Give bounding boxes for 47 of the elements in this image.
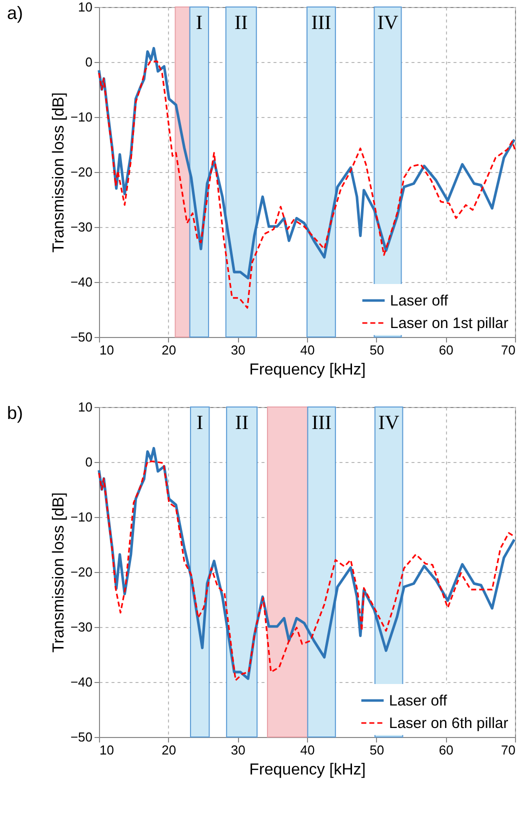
y-tick-label: 0 bbox=[85, 54, 92, 70]
y-tick-label: −30 bbox=[70, 220, 92, 234]
y-tick-label: −10 bbox=[70, 110, 92, 124]
y-tick-label: 0 bbox=[85, 454, 92, 470]
chart-title: a) bbox=[7, 3, 24, 23]
y-tick-label: 10 bbox=[78, 0, 92, 14]
y-tick-label: −50 bbox=[70, 330, 92, 344]
y-tick-label: 10 bbox=[78, 400, 92, 414]
band-label: IV bbox=[378, 412, 400, 434]
band-label: III bbox=[312, 412, 332, 434]
band-label: I bbox=[196, 412, 204, 434]
x-axis-title: Frequency [kHz] bbox=[249, 762, 366, 778]
band-label: II bbox=[234, 12, 248, 34]
x-tick-label: 30 bbox=[230, 342, 246, 358]
x-tick-label: 40 bbox=[300, 742, 315, 758]
band-label: III bbox=[311, 12, 332, 34]
legend-label: Laser on 6th pillar bbox=[389, 715, 508, 732]
line-series bbox=[98, 60, 516, 309]
y-tick-label: −40 bbox=[70, 274, 92, 290]
x-tick-label: 20 bbox=[162, 342, 176, 358]
x-tick-label: 50 bbox=[370, 342, 384, 358]
x-tick-label: 10 bbox=[100, 342, 114, 358]
x-tick-label: 60 bbox=[438, 342, 454, 358]
legend-label: Laser off bbox=[390, 292, 449, 310]
x-tick-label: 40 bbox=[300, 342, 315, 358]
x-tick-label: 50 bbox=[370, 742, 384, 758]
y-tick-label: −20 bbox=[70, 564, 92, 580]
y-tick-label: −40 bbox=[70, 674, 92, 690]
y-axis-title: Transmission loss [dB] bbox=[50, 92, 68, 253]
y-tick-label: −20 bbox=[70, 164, 92, 180]
y-tick-label: −10 bbox=[70, 510, 92, 524]
y-tick-label: −30 bbox=[70, 620, 92, 634]
y-axis-title: Transmission loss [dB] bbox=[50, 492, 68, 653]
x-tick-label: 70 bbox=[501, 742, 516, 758]
y-tick-label: −50 bbox=[70, 730, 92, 744]
band-label: II bbox=[235, 412, 248, 434]
band-label: I bbox=[196, 12, 203, 34]
chart-title: b) bbox=[7, 403, 24, 423]
legend-label: Laser off bbox=[389, 692, 448, 710]
x-tick-label: 30 bbox=[230, 742, 246, 758]
x-tick-label: 10 bbox=[100, 742, 114, 758]
band-label: IV bbox=[377, 12, 399, 34]
x-tick-label: 60 bbox=[438, 742, 454, 758]
legend-label: Laser on 1st pillar bbox=[390, 315, 508, 332]
x-axis-title: Frequency [kHz] bbox=[249, 362, 366, 378]
x-tick-label: 70 bbox=[501, 342, 516, 358]
x-tick-label: 20 bbox=[162, 742, 176, 758]
